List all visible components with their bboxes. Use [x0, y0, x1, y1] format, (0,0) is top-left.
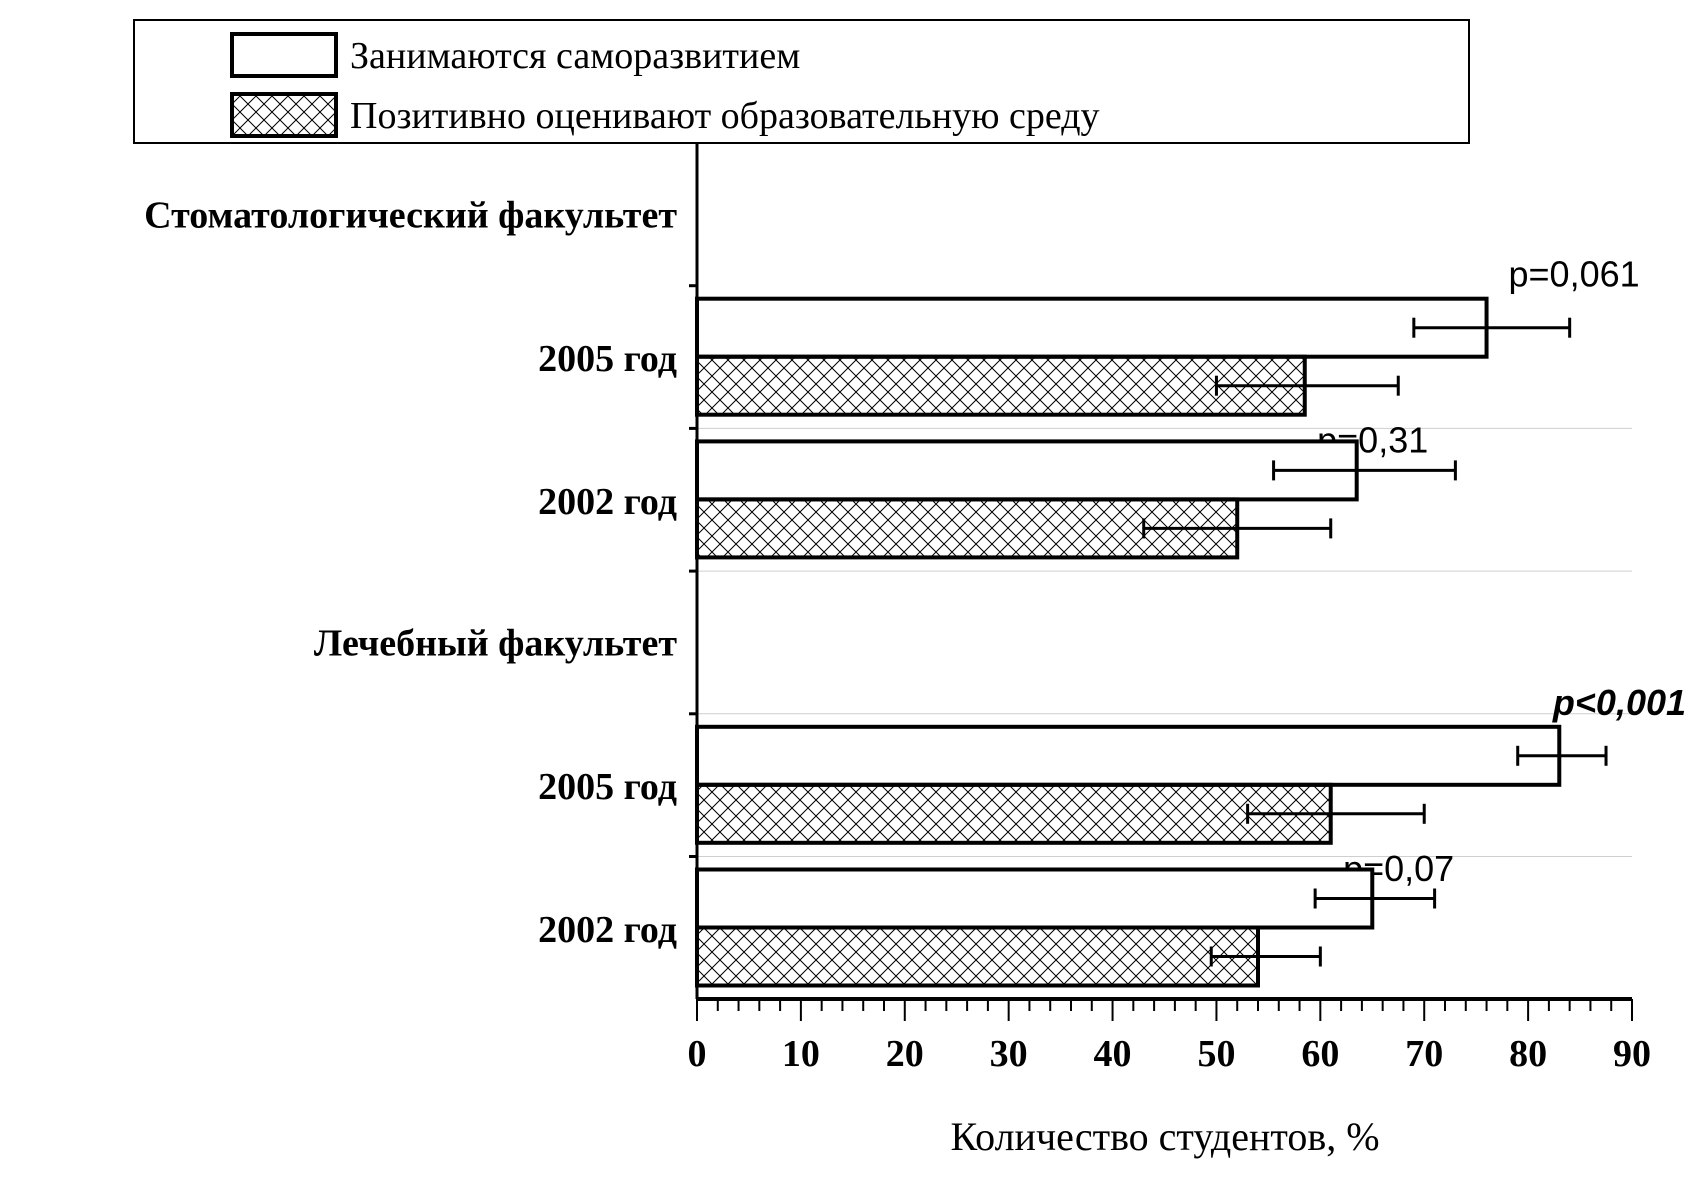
x-tick-label: 80 — [1509, 1033, 1547, 1075]
row-label: 2002 год — [538, 481, 677, 523]
p-value-annotation: p=0,061 — [1509, 254, 1640, 295]
x-tick-label: 0 — [688, 1033, 707, 1075]
bar-positive-environment — [695, 925, 1260, 988]
legend-box — [133, 19, 1470, 144]
x-axis-label: Количество студентов, % — [950, 1114, 1379, 1159]
row-label: 2005 год — [538, 766, 677, 808]
x-tick-label: 60 — [1301, 1033, 1339, 1075]
bar-self-development — [695, 867, 1375, 930]
legend: Занимаются саморазвитием Позитивно оцени… — [133, 19, 1470, 144]
x-tick-label: 20 — [886, 1033, 924, 1075]
group-title: Лечебный факультет — [314, 622, 677, 664]
bar-self-development — [695, 724, 1562, 787]
bar-positive-environment — [695, 354, 1307, 417]
legend-label-1: Позитивно оценивают образовательную сред… — [350, 95, 1100, 137]
group-title: Стоматологический факультет — [144, 194, 677, 236]
x-tick-label: 30 — [990, 1033, 1028, 1075]
p-value-annotation: p<0,001 — [1552, 682, 1686, 723]
x-tick-label: 50 — [1197, 1033, 1235, 1075]
row-label: 2002 год — [538, 909, 677, 951]
row-label: 2005 год — [538, 338, 677, 380]
x-tick-label: 10 — [782, 1033, 820, 1075]
x-tick-label: 90 — [1613, 1033, 1651, 1075]
x-tick-label: 70 — [1405, 1033, 1443, 1075]
legend-swatch-plain — [230, 32, 338, 78]
legend-swatch-hatched — [230, 92, 338, 138]
x-tick-label: 40 — [1094, 1033, 1132, 1075]
bar-self-development — [695, 439, 1359, 502]
bar-positive-environment — [695, 782, 1333, 845]
legend-label-0: Занимаются саморазвитием — [350, 35, 800, 77]
bar-self-development — [695, 296, 1489, 359]
